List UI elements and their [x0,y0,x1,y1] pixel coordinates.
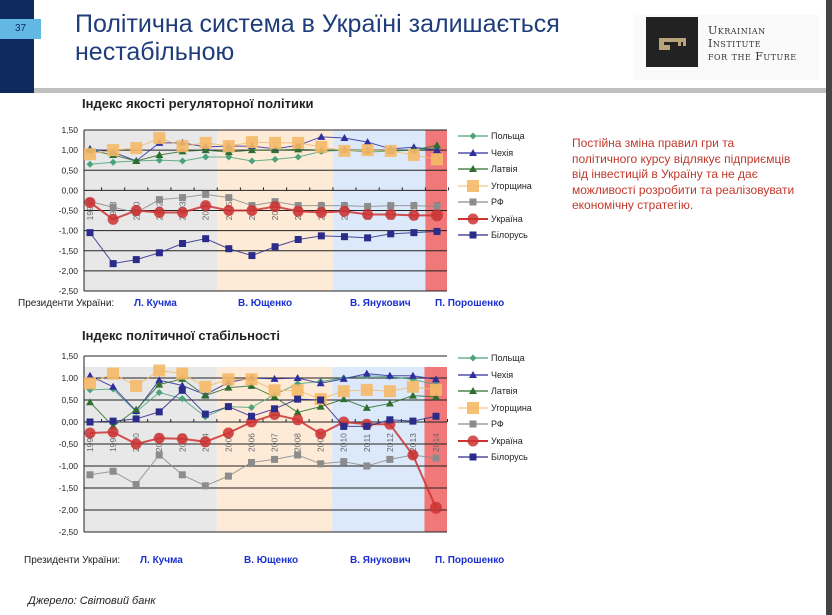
president-kuchma: Л. Кучма [134,298,177,309]
legend-marker-icon [458,148,488,156]
svg-text:0,00: 0,00 [61,185,78,195]
svg-text:2011: 2011 [362,433,372,452]
chart1-legend: Польща Чехія Латвія Угорщина РФ Україна Білору… [458,128,532,244]
president-yanukovych: В. Янукович [350,298,411,309]
svg-text:2007: 2007 [270,433,280,452]
legend-item: Латвія [458,161,532,178]
title-line-1: Політична система в Україні залишається [75,10,560,38]
svg-text:-2,00: -2,00 [59,266,79,276]
series-Білорусь [86,227,441,268]
legend-marker-icon [458,401,488,414]
chart-political-stability: 1,50 1,00 0,50 0,00 -0,50 -1,00 -1,50 -2,00 -2,5… [59,351,449,537]
svg-text:1,00: 1,00 [61,373,78,383]
legend-item: Польща [458,350,532,367]
legend-marker-icon [458,165,488,173]
legend-item: Угорщина [458,400,532,417]
svg-text:2008: 2008 [293,433,303,452]
svg-text:-0,50: -0,50 [59,439,79,449]
legend-item: РФ [458,416,532,433]
presidents-label-2: Президенти України: [24,555,121,566]
legend-item: Угорщина [458,178,532,195]
svg-text:1,00: 1,00 [61,145,78,155]
legend-marker-icon [458,213,488,225]
svg-text:2005: 2005 [223,433,233,452]
svg-text:-1,00: -1,00 [59,461,79,471]
chart-regulatory-quality: 1,50 1,00 0,50 0,00 -0,50 -1,00 -1,50 -2,00 -2,5… [59,125,450,296]
svg-text:1,50: 1,50 [61,125,78,135]
legend-item: Польща [458,128,532,145]
legend-item: Україна [458,433,532,450]
svg-text:-1,50: -1,50 [59,483,79,493]
legend-marker-icon [458,387,488,395]
svg-text:-1,00: -1,00 [59,226,79,236]
svg-text:1998: 1998 [108,201,118,220]
legend-marker-icon [458,420,488,428]
svg-text:0,50: 0,50 [61,395,78,405]
legend-marker-icon [458,354,488,362]
legend-item: Чехія [458,367,532,384]
svg-text:2012: 2012 [385,433,395,452]
svg-text:2013: 2013 [408,433,418,452]
logo-text: Ukrainian Institute for the Future [708,24,797,63]
header-divider [34,88,826,93]
legend-marker-icon [458,435,488,447]
president-poroshenko: П. Порошенко [435,298,505,309]
svg-text:0,00: 0,00 [61,417,78,427]
page-title: Політична система в Україні залишається … [75,10,560,66]
series-Білорусь [86,386,440,430]
legend-item: Білорусь [458,227,532,244]
legend-marker-icon [458,231,488,239]
series-Латвія [86,374,440,430]
title-line-2: нестабільною [75,38,235,66]
legend-item: Білорусь [458,449,532,466]
svg-text:1996: 1996 [85,433,95,452]
svg-text:-1,50: -1,50 [59,246,79,256]
series-Україна [84,409,442,514]
legend-item: Україна [458,211,532,228]
svg-text:2009: 2009 [316,433,326,452]
series-РФ [86,451,440,490]
chart2-legend: Польща Чехія Латвія Угорщина РФ Україна Білору… [458,350,532,466]
president-yanukovych-2: В. Янукович [350,555,411,566]
series-Угорщина [84,364,442,406]
presidents-label: Президенти України: [18,298,115,309]
president-yushchenko-2: В. Ющенко [244,555,299,566]
legend-item: Чехія [458,145,532,162]
chart1-title: Індекс якості регуляторної політики [82,96,314,111]
svg-text:-0,50: -0,50 [59,206,79,216]
president-kuchma-2: Л. Кучма [140,555,183,566]
legend-item: РФ [458,194,532,211]
svg-text:1998: 1998 [108,433,118,452]
legend-marker-icon [458,198,488,206]
svg-text:-2,50: -2,50 [59,286,79,296]
svg-text:1,50: 1,50 [61,351,78,361]
window-edge [826,0,832,615]
legend-marker-icon [458,132,488,140]
svg-text:2006: 2006 [246,433,256,452]
chart2-title: Індекс політичної стабільності [82,328,280,343]
svg-text:2010: 2010 [339,433,349,452]
svg-text:2014: 2014 [431,433,441,452]
left-accent-bar [0,0,34,93]
key-icon [646,17,698,67]
legend-marker-icon [458,179,488,192]
president-yushchenko: В. Ющенко [238,298,293,309]
legend-marker-icon [458,453,488,461]
series-Угорщина [84,132,443,166]
commentary-text: Постійна зміна правил гри та політичного… [572,136,795,212]
legend-item: Латвія [458,383,532,400]
legend-marker-icon [458,370,488,378]
source-note: Джерело: Світовий банк [28,595,156,607]
president-poroshenko-2: П. Порошенко [435,555,505,566]
series-Україна [84,196,443,225]
svg-text:-2,00: -2,00 [59,505,79,515]
svg-text:0,50: 0,50 [61,165,78,175]
svg-text:-2,50: -2,50 [59,527,79,537]
page-number: 37 [0,19,41,39]
svg-text:1996: 1996 [85,201,95,220]
